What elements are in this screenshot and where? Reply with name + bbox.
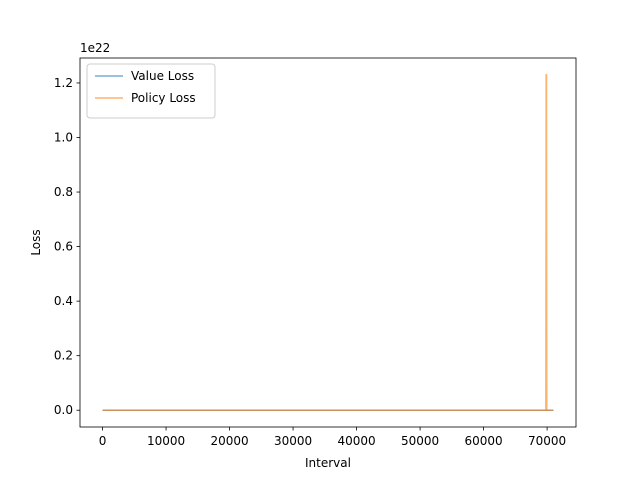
x-tick-label: 0 xyxy=(99,434,107,448)
y-axis-label: Loss xyxy=(29,229,43,255)
legend-label: Policy Loss xyxy=(131,91,196,105)
y-tick-label: 0.0 xyxy=(54,403,73,417)
y-axis-multiplier: 1e22 xyxy=(80,41,110,55)
plot-area xyxy=(102,74,554,411)
y-tick-label: 0.6 xyxy=(54,240,73,254)
series-line-policy-loss xyxy=(102,74,554,411)
x-tick-label: 20000 xyxy=(210,434,248,448)
x-tick-label: 10000 xyxy=(147,434,185,448)
y-tick-label: 0.8 xyxy=(54,185,73,199)
axes-frame xyxy=(79,57,577,428)
x-tick-label: 70000 xyxy=(528,434,566,448)
legend-box xyxy=(86,63,216,119)
x-tick-label: 60000 xyxy=(465,434,503,448)
x-axis-label: Interval xyxy=(305,456,351,470)
x-tick-label: 30000 xyxy=(274,434,312,448)
x-tick-label: 50000 xyxy=(401,434,439,448)
x-tick-label: 40000 xyxy=(337,434,375,448)
legend-label: Value Loss xyxy=(131,69,194,83)
y-tick-label: 1.0 xyxy=(54,131,73,145)
y-tick-label: 1.2 xyxy=(54,76,73,90)
axes: 0 10000 20000 30000 40000 50000 60000 70000 0.0 0… xyxy=(29,41,577,470)
legend: Value Loss Policy Loss xyxy=(86,63,216,119)
y-tick-label: 0.4 xyxy=(54,294,73,308)
y-tick-label: 0.2 xyxy=(54,349,73,363)
